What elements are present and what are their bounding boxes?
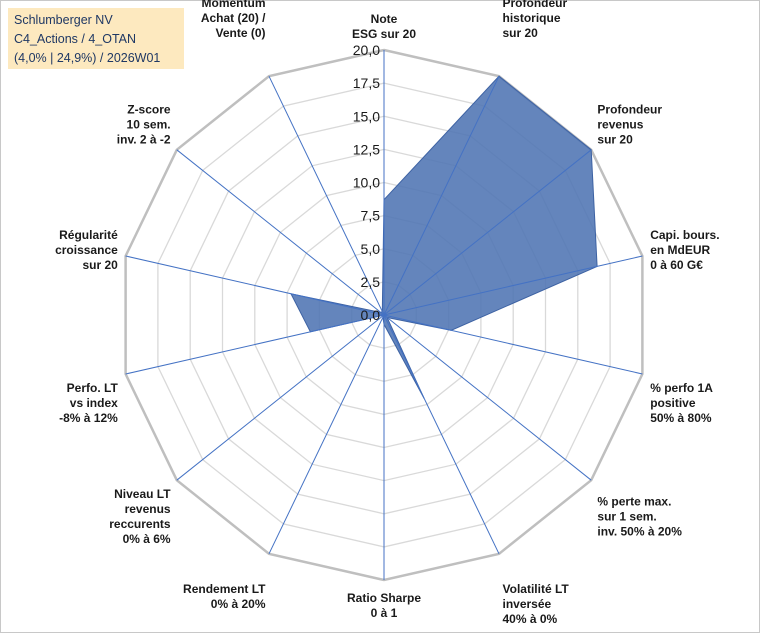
tick-label: 20,0 xyxy=(353,42,380,58)
axis-label-12: Régularité croissance sur 20 xyxy=(55,228,118,272)
spoke-5 xyxy=(383,314,643,375)
axis-label-14: Momentum Achat (20) / Vente (0) xyxy=(201,0,266,40)
axis-label-layer: Note ESG sur 20 Profondeur historique sur 20… xyxy=(55,0,719,626)
tick-label: 2,5 xyxy=(361,274,381,290)
axis-label-2: Profondeur historique sur 20 xyxy=(503,0,568,40)
tick-label: 17,5 xyxy=(353,75,380,91)
axis-label-8: Ratio Sharpe 0 à 1 xyxy=(347,591,421,620)
spoke-2 xyxy=(383,75,500,316)
series-layer xyxy=(290,75,598,399)
tick-label: 0,0 xyxy=(361,307,381,323)
spoke-7 xyxy=(383,314,500,555)
spoke-11 xyxy=(125,314,385,375)
spoke-10 xyxy=(176,314,385,481)
axis-label-1: Note ESG sur 20 xyxy=(352,12,416,41)
spoke-3 xyxy=(383,149,592,316)
chart-title-line-3: (4,0% | 24,9%) / 2026W01 xyxy=(14,51,161,65)
spoke-4 xyxy=(383,255,643,316)
tick-layer: 0,0 2,5 5,0 7,5 10,0 12,5 15,0 17,5 20,0 xyxy=(353,42,380,323)
spoke-6 xyxy=(383,314,592,481)
tick-label: 7,5 xyxy=(361,208,381,224)
axis-label-5: % perfo 1A positive 50% à 80% xyxy=(650,381,713,425)
axis-label-7: Volatilité LT inversée 40% à 0% xyxy=(503,582,570,626)
spoke-13 xyxy=(176,149,385,316)
chart-title-box: Schlumberger NV C4_Actions / 4_OTAN (4,0… xyxy=(8,8,184,69)
spoke-layer xyxy=(125,50,643,580)
axis-label-3: Profondeur revenus sur 20 xyxy=(597,102,662,146)
axis-label-4: Capi. bours. en MdEUR 0 à 60 G€ xyxy=(650,228,719,272)
axis-label-10: Niveau LT revenus reccurents 0% à 6% xyxy=(109,487,171,546)
tick-label: 10,0 xyxy=(353,175,380,191)
chart-title-line-2: C4_Actions / 4_OTAN xyxy=(14,32,137,46)
chart-title-line-1: Schlumberger NV xyxy=(14,13,113,27)
spoke-9 xyxy=(268,314,385,555)
spoke-12 xyxy=(125,255,385,316)
series-area xyxy=(290,75,598,399)
tick-label: 12,5 xyxy=(353,141,380,157)
spoke-14 xyxy=(268,75,385,316)
axis-label-9: Rendement LT 0% à 20% xyxy=(183,582,266,611)
axis-label-13: Z-score 10 sem. inv. 2 à -2 xyxy=(117,102,171,146)
axis-label-11: Perfo. LT vs index -8% à 12% xyxy=(59,381,118,425)
tick-label: 15,0 xyxy=(353,108,380,124)
tick-label: 5,0 xyxy=(361,241,381,257)
axis-label-6: % perte max. sur 1 sem. inv. 50% à 20% xyxy=(597,495,682,539)
